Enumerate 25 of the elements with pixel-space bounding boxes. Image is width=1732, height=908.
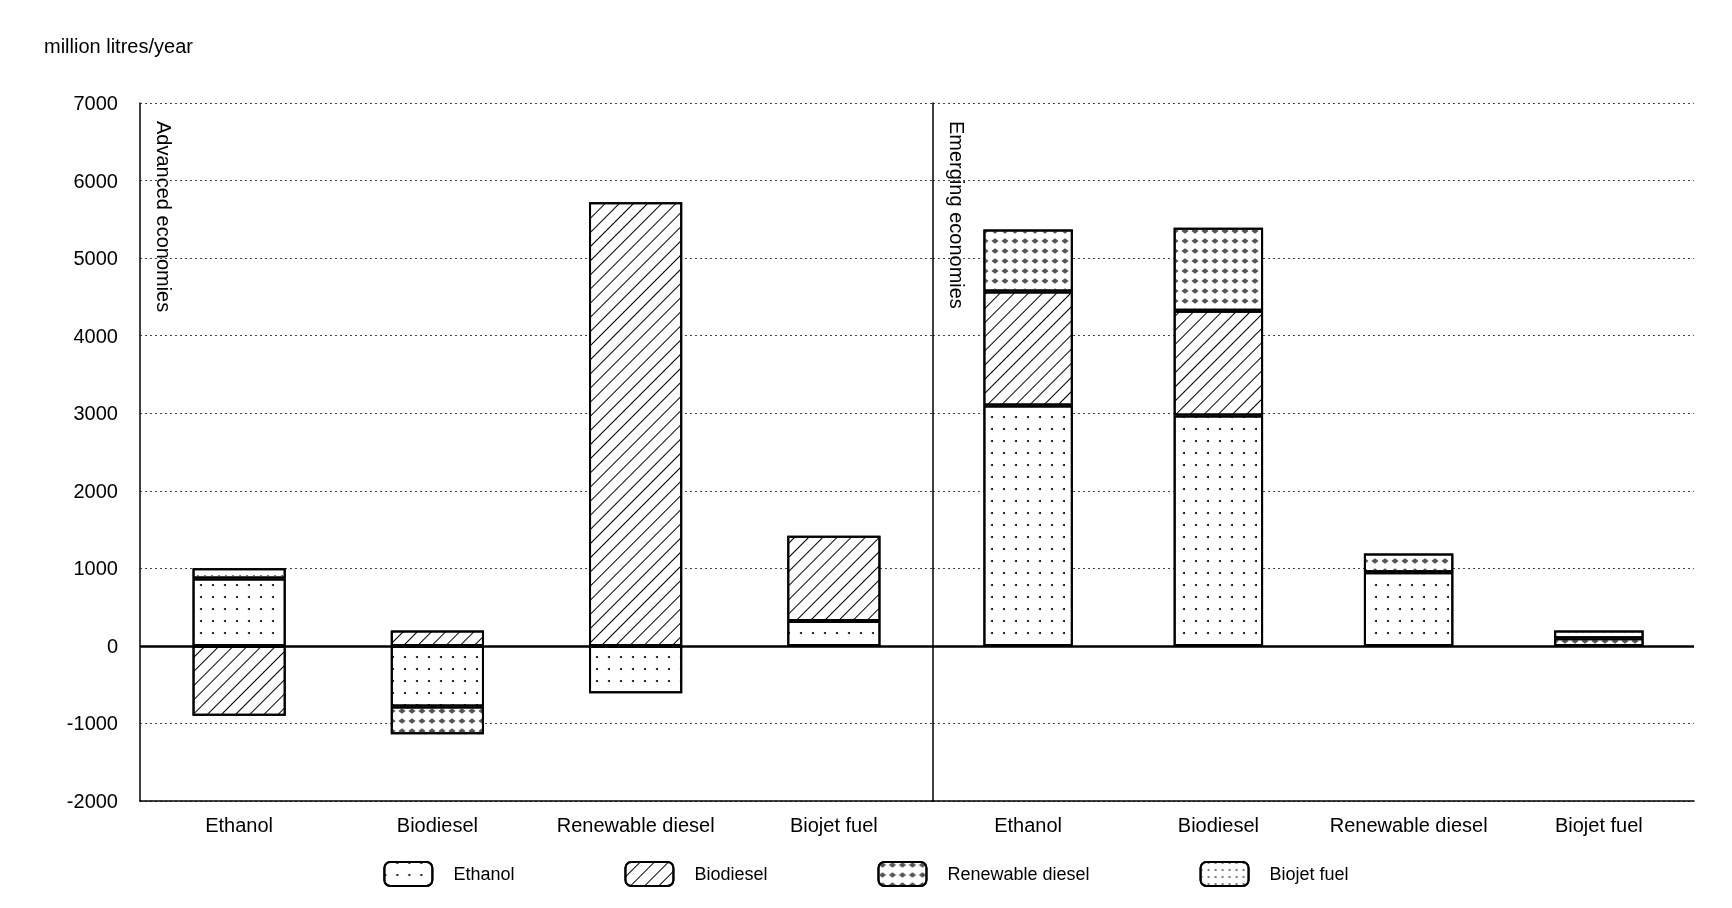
x-tick-label: Renewable diesel — [556, 814, 715, 836]
y-tick-label: 6000 — [73, 169, 118, 192]
x-tick-label: Ethanol — [994, 814, 1063, 836]
legend-label: Renewable diesel — [947, 864, 1090, 884]
x-tick-label: Biodiesel — [1177, 814, 1259, 836]
text: Advanced economies — [153, 121, 175, 313]
y-tick-label: 0 — [106, 634, 118, 657]
x-tick-label: Ethanol — [205, 814, 274, 836]
y-axis-title: million litres/year — [44, 35, 194, 57]
x-tick-label: Biojet fuel — [789, 814, 878, 836]
x-tick-label: Biodiesel — [396, 814, 478, 836]
legend-label: Biodiesel — [694, 864, 768, 884]
y-tick-label: 7000 — [73, 92, 118, 114]
y-tick-label: 4000 — [73, 324, 118, 347]
text: Emerging economies — [946, 121, 968, 309]
y-tick-label: 2000 — [73, 479, 118, 502]
y-tick-label: 1000 — [73, 557, 118, 580]
y-tick-label: 3000 — [73, 402, 118, 425]
legend-label: Ethanol — [453, 864, 515, 884]
legend-label: Biojet fuel — [1269, 864, 1349, 884]
x-tick-label: Biojet fuel — [1554, 814, 1643, 836]
y-tick-label: -2000 — [66, 790, 118, 812]
y-tick-label: -1000 — [66, 712, 118, 735]
y-tick-label: 5000 — [73, 247, 118, 270]
x-tick-label: Renewable diesel — [1329, 814, 1488, 836]
